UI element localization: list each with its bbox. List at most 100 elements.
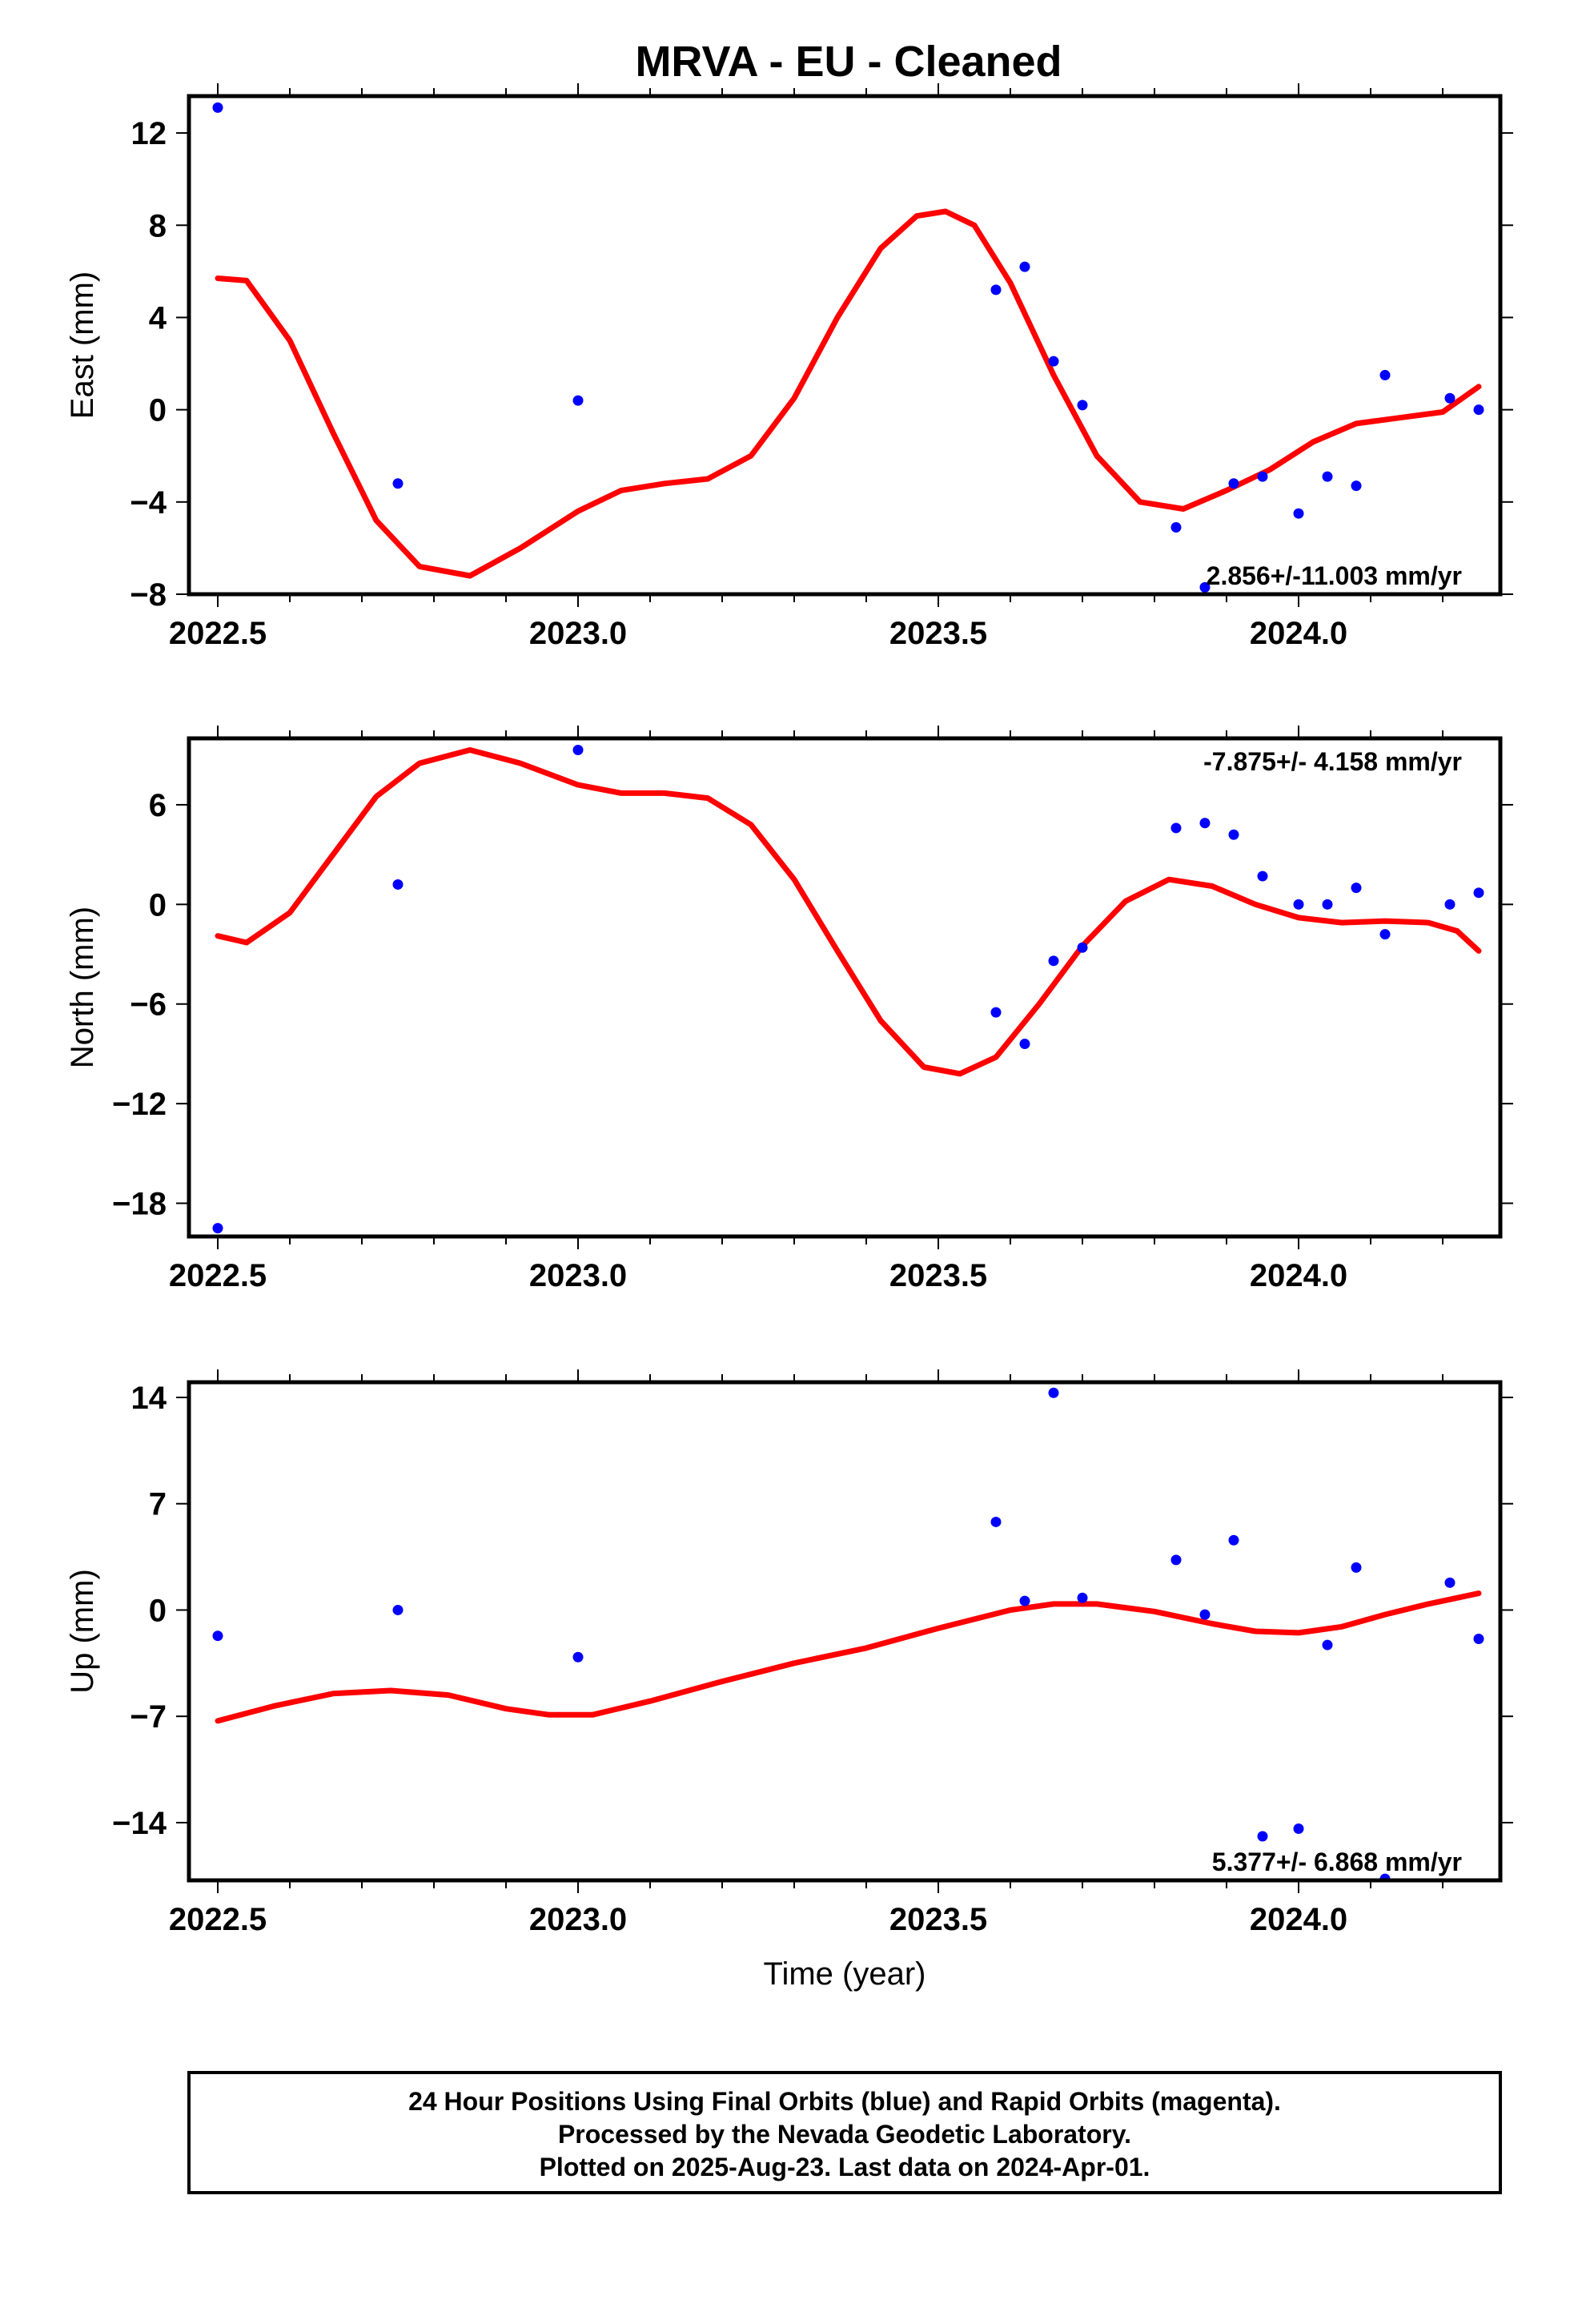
data-point [1293,899,1304,910]
y-tick-label: 0 [149,887,167,923]
data-point [1199,581,1211,593]
data-point [1048,356,1059,367]
data-point [1077,942,1088,953]
y-tick-label: 0 [149,393,167,428]
x-tick-label: 2022.5 [169,1258,267,1293]
footer-line-3: Plotted on 2025-Aug-23. Last data on 202… [540,2153,1150,2181]
panel-frame [187,1380,1503,1883]
data-point [1322,471,1333,482]
data-point [1228,478,1239,489]
panel-data [212,745,1484,1234]
data-point [1048,1387,1059,1398]
data-point [990,284,1002,296]
data-point [990,1007,1002,1018]
data-point [212,1630,223,1642]
y-tick-label: −7 [130,1699,167,1735]
data-point [392,1604,404,1615]
x-tick-label: 2023.0 [529,1902,627,1937]
x-tick-label: 2022.5 [169,1902,267,1937]
y-tick-label: 8 [149,208,167,243]
data-point [212,102,223,113]
y-tick-label: 6 [149,788,167,823]
y-tick-label: 0 [149,1593,167,1628]
data-point [572,745,584,756]
model-curve [215,208,1482,579]
data-point [1473,1633,1484,1644]
y-tick-label: −4 [130,485,167,521]
y-tick-label: −14 [112,1806,167,1841]
data-point [1170,521,1182,533]
y-axis-label: North (mm) [65,907,100,1068]
data-point [392,879,404,890]
panel-data [212,102,1484,593]
chart-panel-east: 2022.5 2023.0 2023.5 2024.0 −8 −4 0 4 8 12 East (m… [65,83,1513,651]
data-point [1257,471,1268,482]
data-point [212,1223,223,1234]
data-point [1473,887,1484,899]
y-tick-label: 12 [131,116,167,151]
data-point [1444,899,1456,910]
data-point [990,1516,1002,1527]
data-point [1293,1823,1304,1835]
data-point [1170,822,1182,834]
y-tick-label: −18 [112,1187,167,1222]
footer-line-1: 24 Hour Positions Using Final Orbits (bl… [408,2087,1281,2116]
data-point [1019,261,1030,272]
chart-panels: 2022.5 2023.0 2023.5 2024.0 −8 −4 0 4 8 12 East (m… [65,83,1513,1992]
data-point [1379,369,1391,380]
data-point [1228,1534,1239,1546]
data-point [572,1651,584,1663]
x-tick-label: 2023.5 [889,1902,987,1937]
data-point [1351,480,1362,492]
y-tick-label: −12 [112,1087,167,1122]
chart-panel-up: 2022.5 2023.0 2023.5 2024.0 −14 −7 0 7 14 Up (mm)… [65,1369,1513,1992]
x-tick-label: 2023.0 [529,1258,627,1293]
data-point [1444,1577,1456,1588]
velocity-rate-label: 5.377+/- 6.868 mm/yr [1212,1848,1462,1876]
panel-frame [187,736,1503,1239]
data-point [1293,508,1304,519]
data-point [1351,883,1362,894]
data-point [1257,870,1268,882]
data-point [1444,392,1456,404]
data-point [392,478,404,489]
model-curve [215,1590,1482,1724]
data-point [1228,829,1239,840]
data-point [1048,955,1059,967]
data-point [1322,1639,1333,1651]
x-tick-label: 2024.0 [1250,1258,1347,1293]
x-tick-label: 2023.5 [889,1258,987,1293]
footer-line-2: Processed by the Nevada Geodetic Laborat… [558,2120,1131,2149]
y-tick-label: 7 [149,1487,167,1522]
footer-box: 24 Hour Positions Using Final Orbits (bl… [187,2071,1502,2194]
x-tick-label: 2023.5 [889,616,987,651]
data-point [1170,1554,1182,1566]
y-tick-label: 4 [149,300,167,336]
data-point [1199,1609,1211,1620]
y-tick-label: −8 [130,577,167,613]
data-point [1322,899,1333,910]
x-tick-label: 2024.0 [1250,1902,1347,1937]
y-axis-label: East (mm) [65,271,100,419]
y-tick-label: 14 [131,1381,167,1416]
data-point [572,395,584,406]
velocity-rate-label: 2.856+/-11.003 mm/yr [1207,561,1462,590]
data-point [1077,1592,1088,1603]
x-tick-label: 2022.5 [169,616,267,651]
x-tick-label: 2023.0 [529,616,627,651]
velocity-rate-label: -7.875+/- 4.158 mm/yr [1203,747,1462,776]
panel-data [212,1387,1484,1880]
footer-frame [187,2071,1502,2194]
y-axis-label: Up (mm) [65,1569,100,1694]
data-point [1019,1038,1030,1049]
x-tick-label: 2024.0 [1250,616,1347,651]
data-point [1473,404,1484,416]
data-point [1379,929,1391,940]
data-point [1019,1595,1030,1606]
model-curve [215,747,1482,1077]
chart-panel-north: 2022.5 2023.0 2023.5 2024.0 −18 −12 −6 0 6 North … [65,726,1513,1293]
data-point [1351,1562,1362,1573]
data-point [1077,400,1088,411]
figure-title: MRVA - EU - Cleaned [635,38,1062,86]
